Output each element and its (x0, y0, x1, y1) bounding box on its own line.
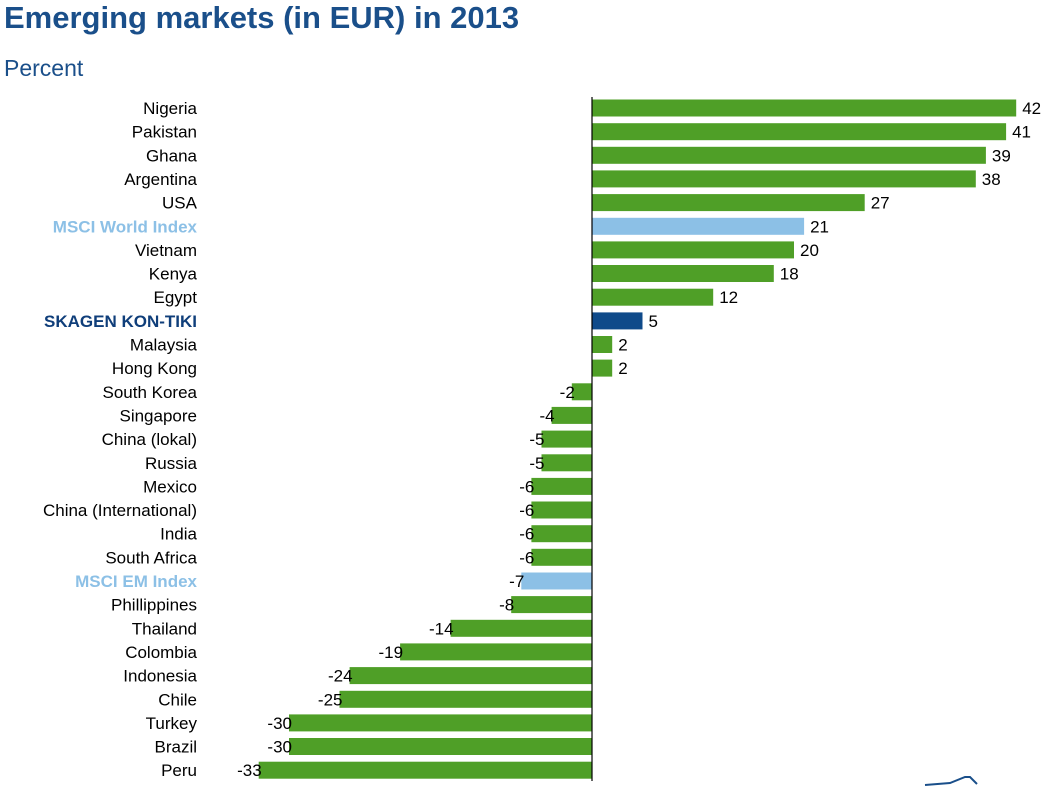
category-label-vietnam: Vietnam (135, 241, 197, 260)
value-label-turkey: -30 (267, 714, 292, 733)
category-label-nigeria: Nigeria (143, 99, 197, 118)
value-label-skagen-kon-tiki: 5 (649, 312, 658, 331)
bar-indonesia (349, 667, 592, 685)
value-label-malaysia: 2 (618, 336, 627, 355)
bar-phillippines (511, 596, 592, 614)
bar-msci-world-index (592, 217, 805, 235)
category-label-turkey: Turkey (146, 714, 198, 733)
value-label-mexico: -6 (519, 477, 534, 496)
value-label-phillippines: -8 (499, 596, 514, 615)
value-label-colombia: -19 (379, 643, 404, 662)
value-label-nigeria: 42 (1022, 99, 1041, 118)
category-label-china-international: China (International) (43, 501, 197, 520)
category-label-singapore: Singapore (119, 406, 197, 425)
value-label-msci-world-index: 21 (810, 217, 829, 236)
bar-india (531, 525, 592, 543)
bar-thailand (450, 619, 592, 637)
bar-nigeria (592, 99, 1017, 117)
value-label-argentina: 38 (982, 170, 1001, 189)
bar-msci-em-index (521, 572, 592, 590)
bar-vietnam (592, 241, 794, 259)
bar-turkey (289, 714, 592, 732)
category-label-brazil: Brazil (154, 738, 197, 757)
bar-china-lokal (541, 430, 592, 448)
bar-skagen-kon-tiki (592, 312, 643, 330)
value-label-south-korea: -2 (560, 383, 575, 402)
bar-hong-kong (592, 359, 613, 377)
category-label-kenya: Kenya (149, 265, 198, 284)
bar-chile (339, 690, 592, 708)
category-label-russia: Russia (145, 454, 198, 473)
category-label-china-lokal: China (lokal) (102, 430, 197, 449)
bar-south-korea (571, 383, 592, 401)
category-label-indonesia: Indonesia (123, 667, 197, 686)
bar-china-international (531, 501, 592, 519)
value-label-indonesia: -24 (328, 667, 353, 686)
value-label-vietnam: 20 (800, 241, 819, 260)
value-label-peru: -33 (237, 761, 262, 780)
bar-egypt (592, 288, 714, 306)
trend-line-icon (924, 776, 978, 786)
category-label-malaysia: Malaysia (130, 336, 198, 355)
bar-brazil (289, 738, 592, 755)
value-label-hong-kong: 2 (618, 359, 627, 378)
chart-title: Emerging markets (in EUR) in 2013 (4, 0, 520, 35)
bar-ghana (592, 146, 986, 164)
labels-layer: Nigeria 42 Pakistan 41 Ghana 39 Argentina 38 USA… (43, 99, 1041, 780)
value-label-china-international: -6 (519, 501, 534, 520)
bars-layer (258, 99, 1017, 779)
bar-singapore (551, 406, 592, 424)
value-label-msci-em-index: -7 (509, 572, 524, 591)
value-label-ghana: 39 (992, 146, 1011, 165)
category-label-ghana: Ghana (146, 146, 198, 165)
category-label-mexico: Mexico (143, 477, 197, 496)
value-label-china-lokal: -5 (529, 430, 544, 449)
chart-subtitle: Percent (4, 55, 84, 81)
value-label-singapore: -4 (539, 406, 554, 425)
category-label-peru: Peru (161, 761, 197, 780)
value-label-thailand: -14 (429, 619, 454, 638)
bar-pakistan (592, 123, 1007, 141)
value-label-russia: -5 (529, 454, 544, 473)
category-label-msci-world-index: MSCI World Index (53, 217, 198, 236)
category-label-msci-em-index: MSCI EM Index (75, 572, 197, 591)
category-label-skagen-kon-tiki: SKAGEN KON-TIKI (44, 312, 197, 331)
bar-peru (258, 761, 592, 779)
category-label-usa: USA (162, 194, 198, 213)
value-label-pakistan: 41 (1012, 123, 1031, 142)
category-label-pakistan: Pakistan (132, 123, 197, 142)
value-label-south-africa: -6 (519, 548, 534, 567)
bar-mexico (531, 477, 592, 495)
category-label-india: India (160, 525, 197, 544)
bar-colombia (400, 643, 592, 661)
category-label-phillippines: Phillippines (111, 596, 197, 615)
bar-argentina (592, 170, 976, 188)
category-label-egypt: Egypt (154, 288, 198, 307)
category-label-thailand: Thailand (132, 619, 197, 638)
value-label-egypt: 12 (719, 288, 738, 307)
category-label-colombia: Colombia (125, 643, 197, 662)
value-label-usa: 27 (871, 194, 890, 213)
category-label-south-africa: South Africa (105, 548, 197, 567)
category-label-south-korea: South Korea (102, 383, 197, 402)
value-label-kenya: 18 (780, 265, 799, 284)
value-label-india: -6 (519, 525, 534, 544)
category-label-argentina: Argentina (124, 170, 197, 189)
value-label-chile: -25 (318, 690, 343, 709)
bar-malaysia (592, 336, 613, 353)
bar-south-africa (531, 548, 592, 566)
value-label-brazil: -30 (267, 738, 292, 757)
category-label-hong-kong: Hong Kong (112, 359, 197, 378)
bar-usa (592, 194, 865, 212)
bar-russia (541, 454, 592, 472)
bar-kenya (592, 265, 774, 282)
category-label-chile: Chile (158, 690, 197, 709)
